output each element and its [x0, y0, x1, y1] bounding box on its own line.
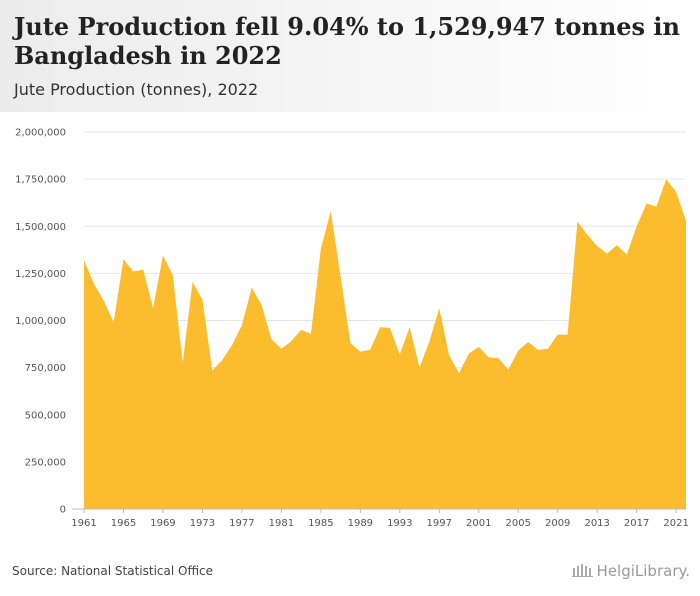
- y-tick-label: 1,000,000: [15, 316, 66, 327]
- y-tick-label: 500,000: [25, 410, 66, 421]
- y-tick-label: 1,250,000: [15, 269, 66, 280]
- source-note: Source: National Statistical Office: [12, 564, 214, 578]
- x-tick-label: 2021: [663, 518, 688, 529]
- x-tick-label: 1993: [387, 518, 412, 529]
- x-tick-label: 1965: [111, 518, 136, 529]
- x-tick-label: 1977: [229, 518, 254, 529]
- y-tick-label: 750,000: [25, 363, 66, 374]
- library-building-icon: [571, 564, 593, 577]
- area-series: [84, 179, 686, 509]
- y-tick-label: 0: [60, 505, 66, 516]
- y-tick-label: 2,000,000: [15, 128, 66, 139]
- area-chart: 0 250,000 500,000 750,000 1,000,000 1,250,000…: [15, 128, 689, 530]
- x-tick-label: 1981: [269, 518, 294, 529]
- x-tick-label: 1989: [348, 518, 373, 529]
- x-tick-label: 1961: [71, 518, 96, 529]
- brand-name: HelgiLibrary.: [596, 562, 690, 580]
- x-tick-label: 1973: [190, 518, 215, 529]
- y-tick-label: 250,000: [25, 457, 66, 468]
- x-tick-label: 2001: [466, 518, 491, 529]
- x-tick-label: 2017: [624, 518, 649, 529]
- brand-logo: HelgiLibrary.: [571, 562, 690, 580]
- chart-title: Jute Production fell 9.04% to 1,529,947 …: [14, 12, 680, 70]
- x-tick-label: 2009: [545, 518, 570, 529]
- chart-subtitle: Jute Production (tonnes), 2022: [14, 80, 259, 99]
- y-tick-label: 1,500,000: [15, 222, 66, 233]
- x-tick-label: 1997: [427, 518, 452, 529]
- x-tick-label: 1969: [150, 518, 175, 529]
- chart-header: Jute Production fell 9.04% to 1,529,947 …: [0, 0, 700, 112]
- x-tick-label: 2013: [584, 518, 609, 529]
- x-tick-label: 1985: [308, 518, 333, 529]
- area-series-fill: [84, 179, 686, 509]
- y-tick-label: 1,750,000: [15, 175, 66, 186]
- axes: 0 250,000 500,000 750,000 1,000,000 1,250,000…: [15, 128, 689, 530]
- x-tick-label: 2005: [506, 518, 531, 529]
